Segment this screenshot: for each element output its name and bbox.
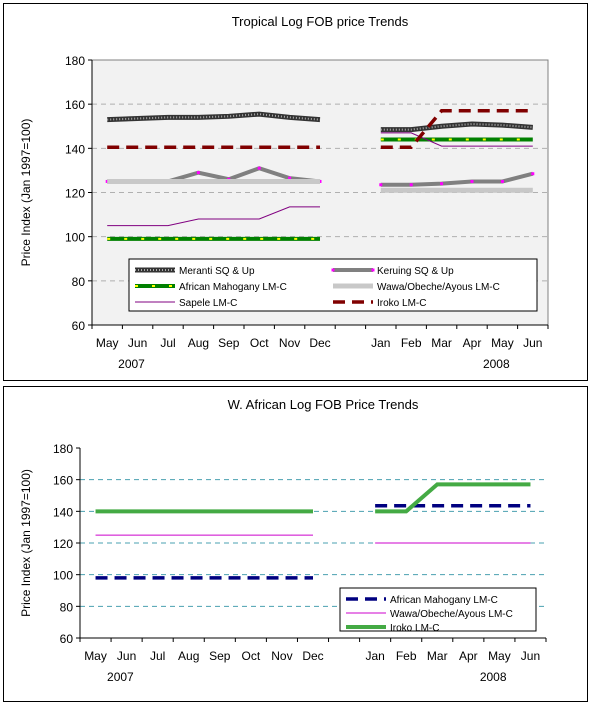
x-tick-label: Nov (279, 336, 300, 350)
x-tick-label: Feb (401, 336, 422, 350)
series-line (380, 109, 533, 149)
series-5 (107, 109, 533, 149)
y-axis-title: Price Index (Jan 1997=100) (19, 469, 33, 617)
legend: African Mahogany LM-C Wawa/Obeche/Ayous L… (339, 587, 537, 634)
series-0 (107, 111, 533, 133)
x-tick-label: Sep (218, 336, 240, 350)
series-line-marker (409, 183, 413, 187)
x-tick-label: Feb (396, 649, 417, 663)
series-line (107, 206, 320, 227)
series-line-marker (288, 176, 292, 180)
y-tick-label: 60 (72, 319, 86, 333)
legend-swatch-marker (331, 268, 335, 272)
x-tick-label: May (96, 336, 119, 350)
x-tick-label: Jun (128, 336, 147, 350)
west-african-chart-panel: W. African Log FOB Price Trends 60 80 100 12… (3, 386, 588, 702)
legend-label: African Mahogany LM-C (390, 595, 498, 606)
x-tick-label: Jun (117, 649, 136, 663)
west-african-chart: W. African Log FOB Price Trends 60 80 100 12… (19, 397, 547, 684)
chart-title: W. African Log FOB Price Trends (228, 397, 419, 412)
x-tick-label: Aug (188, 336, 209, 350)
legend-label: Keruing SQ & Up (377, 266, 454, 277)
x-tick-label: Jun (523, 336, 542, 350)
series-1 (95, 534, 531, 544)
y-tick-label: 120 (65, 187, 85, 201)
x-tick-label: May (488, 649, 511, 663)
y-tick-label: 180 (53, 442, 73, 456)
x-tick-label: Aug (178, 649, 199, 663)
legend: Meranti SQ & Up Keruing SQ & Up African Ma… (128, 258, 538, 312)
x-tick-label: Jan (371, 336, 390, 350)
x-tick-label: Dec (302, 649, 323, 663)
y-tick-label: 160 (53, 474, 73, 488)
legend-label: Meranti SQ & Up (179, 266, 255, 277)
series-line (380, 171, 534, 187)
series-line-marker (257, 166, 261, 170)
series-line-marker (379, 183, 383, 187)
x-tick-label: Jan (365, 649, 384, 663)
series-line-marker (196, 171, 200, 175)
y-tick-label: 60 (60, 632, 74, 646)
year-label: 2008 (480, 670, 507, 684)
series-line-marker (531, 172, 535, 176)
x-tick-label: Jul (150, 649, 165, 663)
x-tick-label: Sep (209, 649, 231, 663)
x-tick-label: Nov (271, 649, 292, 663)
series-line (375, 482, 531, 514)
x-tick-label: Mar (427, 649, 448, 663)
y-axis-title: Price Index (Jan 1997=100) (19, 119, 33, 267)
x-tick-label: Jun (521, 649, 540, 663)
x-tick-label: Oct (250, 336, 269, 350)
tropical-chart: Tropical Log FOB price Trends 60 80 100 120 1… (19, 14, 549, 371)
tropical-chart-panel: Tropical Log FOB price Trends 60 80 100 120 1… (3, 3, 588, 381)
x-tick-label: Mar (431, 336, 452, 350)
series-2 (95, 482, 531, 514)
y-tick-label: 140 (53, 505, 73, 519)
year-label: 2008 (483, 357, 510, 371)
legend-label: Wawa/Obeche/Ayous LM-C (390, 609, 513, 620)
year-label: 2007 (118, 357, 145, 371)
series-line-marker (440, 182, 444, 186)
legend-label: African Mahogany LM-C (179, 282, 287, 293)
series-line (380, 132, 533, 147)
legend-label: Iroko LM-C (390, 623, 439, 634)
series-2 (107, 137, 533, 241)
legend-label: Wawa/Obeche/Ayous LM-C (377, 282, 500, 293)
x-tick-label: Apr (463, 336, 482, 350)
y-tick-label: 140 (65, 142, 85, 156)
series-3 (107, 178, 533, 193)
y-tick-label: 180 (65, 54, 85, 68)
x-tick-label: May (491, 336, 514, 350)
series-line-marker (500, 179, 504, 183)
chart-title: Tropical Log FOB price Trends (232, 14, 409, 29)
x-tick-label: May (84, 649, 107, 663)
legend-label: Sapele LM-C (179, 298, 237, 309)
series-4 (107, 132, 533, 227)
y-tick-label: 160 (65, 98, 85, 112)
y-tick-label: 120 (53, 537, 73, 551)
year-label: 2007 (107, 670, 134, 684)
y-tick-label: 80 (72, 275, 86, 289)
legend-box (339, 587, 537, 632)
x-tick-label: Jul (160, 336, 175, 350)
y-tick-label: 80 (60, 600, 74, 614)
x-tick-label: Dec (309, 336, 330, 350)
y-tick-label: 100 (65, 231, 85, 245)
x-tick-label: Apr (459, 649, 478, 663)
x-tick-label: Oct (242, 649, 261, 663)
series-line-texture (380, 123, 533, 131)
legend-label: Iroko LM-C (377, 298, 426, 309)
legend-swatch-marker (371, 268, 375, 272)
series-0 (95, 504, 531, 580)
y-tick-label: 100 (53, 569, 73, 583)
series-line-marker (470, 179, 474, 183)
series-line-texture (107, 113, 321, 121)
